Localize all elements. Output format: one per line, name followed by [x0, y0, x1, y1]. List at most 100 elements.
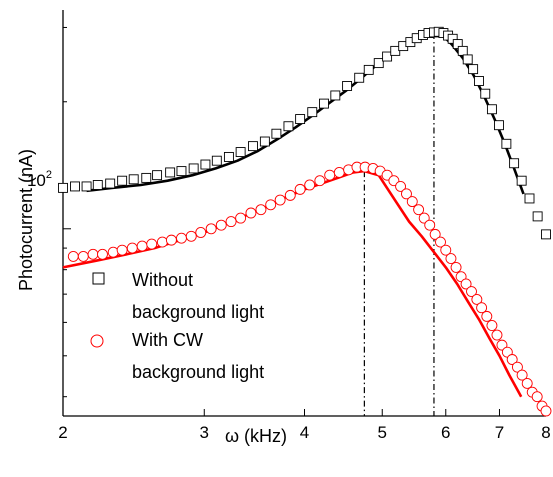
series-2-circle-point	[274, 194, 286, 206]
series-2-circle-point	[424, 219, 436, 231]
series-2-circle-point	[506, 354, 518, 365]
series-1-square-point	[259, 136, 270, 147]
series-2-circle-point	[225, 216, 237, 228]
series-2-circle-point	[304, 179, 316, 191]
series-1-square-point	[330, 90, 341, 101]
series-2-circle-point	[97, 248, 108, 260]
series-1-square-point	[452, 39, 463, 50]
series-2-circle-point	[107, 246, 119, 258]
series-2-circle-point	[406, 196, 418, 208]
x-tick-label: 3	[200, 423, 209, 442]
series-2-circle-point	[314, 175, 326, 187]
series-1-square-point	[342, 81, 353, 91]
svg-text:102: 102	[27, 169, 52, 190]
series-2-circle-point	[511, 361, 523, 373]
series-2-circle-point	[486, 320, 498, 331]
series-2-circle-point	[156, 236, 168, 248]
series-1-square-point	[141, 172, 152, 183]
legend-label-series1-line2: background light	[132, 302, 264, 322]
series-2-circle-point	[418, 212, 430, 224]
series-1-square-point	[81, 181, 92, 192]
x-tick-label: 5	[378, 423, 387, 442]
series-1-square-point	[176, 166, 187, 177]
series-2-circle-point	[401, 188, 412, 200]
series-1-square-point	[248, 141, 258, 152]
series-1-fit-line	[86, 31, 525, 195]
series-1-square-point	[468, 64, 479, 75]
series-1-square-point	[58, 182, 68, 193]
series-2-circle-point	[440, 244, 452, 256]
series-2-circle-point	[265, 199, 277, 211]
series-1-square-point	[363, 64, 374, 75]
series-1-square-point	[319, 98, 329, 109]
series-2-circle-point	[294, 183, 306, 195]
plot-axes	[62, 10, 547, 417]
series-2	[62, 161, 552, 417]
series-1-square-point	[447, 33, 458, 44]
series-1-square-point	[307, 107, 318, 118]
series-1-square-point	[462, 54, 473, 65]
series-1-square-point	[223, 151, 234, 162]
series-2-circle-point	[460, 278, 472, 290]
series-2-circle-point	[450, 261, 462, 273]
series-2-circle-point	[429, 228, 441, 240]
series-2-circle-point	[255, 204, 267, 216]
vertical-marker-lines	[363, 33, 435, 416]
series-2-circle-point	[67, 250, 79, 262]
series-1	[58, 26, 551, 240]
series-2-circle-point	[77, 250, 89, 262]
series-1-square-point	[509, 158, 520, 169]
series-2-circle-point	[476, 302, 488, 314]
series-2-circle-point	[491, 329, 503, 341]
series-2-circle-point	[176, 232, 187, 244]
series-1-square-point	[524, 193, 535, 204]
y-tick-base: 10	[27, 171, 46, 190]
series-1-square-point	[200, 159, 211, 170]
x-tick-label: 6	[441, 423, 450, 442]
series-2-circle-point	[471, 294, 483, 305]
series-1-square-point	[501, 138, 512, 149]
series-2-circle-point	[126, 242, 138, 254]
series-1-square-point	[486, 104, 497, 115]
series-2-circle-point	[284, 189, 296, 201]
series-1-square-point	[235, 147, 246, 158]
legend-label-series2-line2: background light	[132, 362, 264, 382]
series-1-square-point	[494, 120, 504, 131]
series-1-square-point	[105, 178, 116, 189]
series-1-square-point	[211, 155, 222, 166]
x-tick-label: 7	[495, 423, 504, 442]
series-1-square-point	[295, 114, 306, 124]
series-2-circle-point	[466, 286, 477, 297]
series-2-circle-point	[185, 230, 197, 242]
x-tick-label: 2	[58, 423, 67, 442]
series-1-square-point	[382, 51, 393, 62]
series-2-circle-point	[165, 234, 177, 246]
series-1-square-point	[165, 167, 176, 178]
series-2-circle-point	[540, 405, 552, 417]
series-2-circle-point	[146, 238, 158, 250]
series-layer	[58, 26, 552, 417]
series-2-circle-point	[531, 391, 543, 403]
y-tick-exponent: 2	[46, 169, 52, 181]
series-2-circle-point	[116, 244, 128, 256]
series-2-circle-point	[195, 227, 207, 238]
x-tick-label: 8	[541, 423, 550, 442]
series-1-square-point	[283, 121, 294, 132]
series-1-square-point	[480, 88, 491, 99]
series-1-square-point	[541, 229, 551, 240]
legend-circle-marker	[90, 334, 104, 348]
series-1-square-point	[152, 170, 163, 181]
series-1-square-point	[70, 181, 80, 192]
series-1-square-point	[117, 175, 128, 186]
series-2-circle-point	[215, 219, 227, 231]
series-1-square-point	[474, 76, 484, 86]
series-2-circle-point	[324, 169, 336, 181]
y-tick-label-100: 102	[27, 169, 52, 190]
series-2-circle-point	[413, 204, 425, 216]
legend-label-series2-line1: With CW	[132, 330, 203, 350]
series-1-square-point	[354, 72, 365, 83]
series-1-square-point	[373, 58, 384, 69]
series-2-circle-point	[245, 207, 257, 219]
series-1-square-point	[188, 163, 199, 174]
